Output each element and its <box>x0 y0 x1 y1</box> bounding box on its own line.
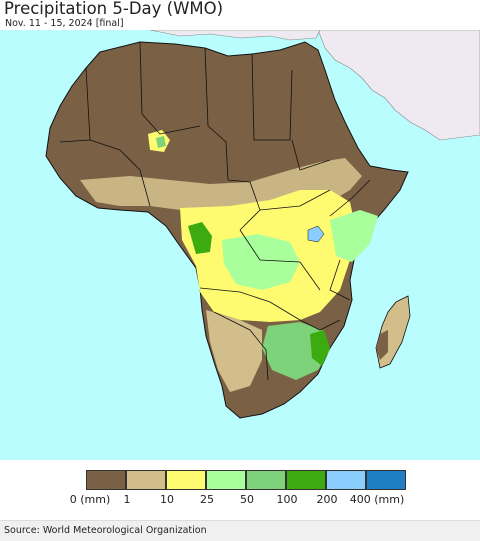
country-borders <box>59 41 371 381</box>
chad-green-spot <box>156 136 166 148</box>
east-africa-rain-zone <box>330 210 378 262</box>
legend-label-25: 25 <box>200 493 214 506</box>
map-canvas <box>45 30 480 419</box>
legend-label-1: 1 <box>123 493 131 506</box>
legend-label-100: 100 <box>276 493 298 506</box>
map-date-range: Nov. 11 - 15, 2024 [final] <box>5 18 124 29</box>
legend-label-400: 400 (mm) <box>349 493 405 506</box>
precipitation-map <box>0 30 480 460</box>
legend-swatch-100-200mm <box>286 470 326 490</box>
legend-label-200: 200 <box>316 493 338 506</box>
source-credit: Source: World Meteorological Organizatio… <box>4 525 207 536</box>
mozambique-heavy-rain-zone <box>310 330 330 366</box>
precipitation-legend: 0 (mm) 1 10 25 50 100 200 400 (mm) <box>0 468 480 508</box>
middle-east-land <box>317 30 480 141</box>
legend-swatch-200-400mm <box>326 470 366 490</box>
legend-swatch-25-50mm <box>206 470 246 490</box>
legend-swatch-0-1mm <box>86 470 126 490</box>
map-title: Precipitation 5-Day (WMO) <box>4 0 224 18</box>
footer-bar: Source: World Meteorological Organizatio… <box>0 520 480 541</box>
gabon-coast-rain-zone <box>188 222 212 254</box>
southern-africa-light-rain-zone <box>206 310 262 392</box>
legend-swatch-50-100mm <box>246 470 286 490</box>
legend-swatch-10-25mm <box>166 470 206 490</box>
lake-victoria <box>307 225 325 243</box>
europe-land <box>149 30 321 41</box>
legend-swatch-1-10mm <box>126 470 166 490</box>
legend-label-10: 10 <box>160 493 174 506</box>
legend-swatch-400mm-plus <box>366 470 406 490</box>
legend-label-0: 0 (mm) <box>69 493 111 506</box>
congo-basin-rain-zone <box>222 234 300 290</box>
legend-label-50: 50 <box>240 493 254 506</box>
madagascar-west-dry <box>376 330 388 360</box>
